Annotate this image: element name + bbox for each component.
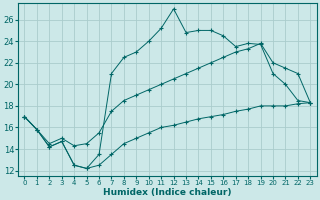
X-axis label: Humidex (Indice chaleur): Humidex (Indice chaleur) [103,188,232,197]
